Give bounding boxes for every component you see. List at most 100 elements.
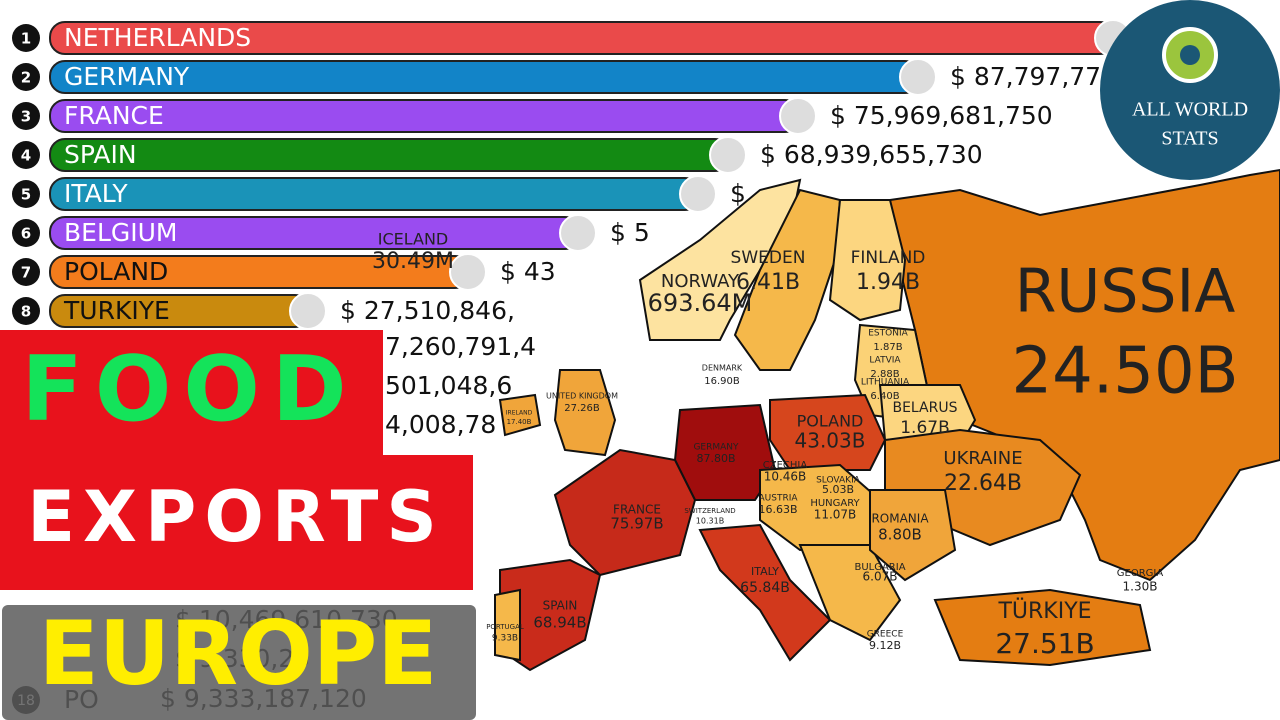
country-name: BELARUS <box>892 400 957 416</box>
bar-value: $ 75,969,681,750 <box>830 101 1053 130</box>
country-value: 43.03B <box>795 429 866 453</box>
romania <box>869 489 957 582</box>
country-name: GEORGIA <box>1117 568 1164 579</box>
country-name: DENMARK <box>702 364 743 373</box>
country-name: LITHUANIA <box>861 378 910 388</box>
country-name: FRANCE <box>613 503 661 517</box>
country-value: 8.80B <box>878 526 922 544</box>
country-value: 9.33B <box>492 634 518 644</box>
flag <box>779 97 817 135</box>
country-name: CZECHIA <box>763 460 808 471</box>
banner-food <box>0 330 383 455</box>
rank: 6 <box>21 225 31 243</box>
country-value: 9.12B <box>869 639 901 652</box>
country-name: LATVIA <box>869 356 901 366</box>
country-value: 75.97B <box>610 515 663 533</box>
portugal <box>494 588 521 662</box>
country-name: PORTUGAL <box>486 623 524 631</box>
logo-icon <box>1162 27 1218 83</box>
rank-badge <box>12 258 40 286</box>
country-value: 22.64B <box>944 471 1022 496</box>
rank: 3 <box>21 108 31 126</box>
country-value: 693.64M <box>648 289 753 317</box>
bar-name: BELGIUM <box>64 218 178 247</box>
country-name: TÜRKIYE <box>997 598 1091 624</box>
balkans <box>798 544 902 642</box>
country-value: 6.07B <box>863 570 898 584</box>
map <box>494 168 1280 672</box>
bar-name: FRANCE <box>64 101 164 130</box>
country-name: UNITED KINGDOM <box>546 392 618 401</box>
bar-value: 7,260,791,4 <box>385 332 536 361</box>
country-name: UKRAINE <box>943 448 1022 469</box>
country-name: AUSTRIA <box>758 494 798 504</box>
country-value: 27.51B <box>995 627 1094 660</box>
country-name: HUNGARY <box>810 498 860 509</box>
country-name: BULGARIA <box>854 562 905 573</box>
country-name: FINLAND <box>851 248 926 268</box>
country-value: 17.40B <box>507 418 532 426</box>
banner-exports <box>0 455 473 590</box>
bar-name: POLAND <box>64 257 168 286</box>
country-value: 11.07B <box>814 508 857 522</box>
bar-name: GERMANY <box>64 62 190 91</box>
rank: 4 <box>21 147 31 165</box>
sweden <box>733 188 842 371</box>
country-name: RUSSIA <box>1015 257 1236 327</box>
flag <box>289 292 327 330</box>
rank: 8 <box>21 303 31 321</box>
country-value: 27.26B <box>564 403 600 414</box>
rank-badge <box>12 141 40 169</box>
flag <box>679 175 717 213</box>
country-value: 1.94B <box>856 270 920 295</box>
banner-text: EXPORTS <box>27 476 445 558</box>
rank-badge <box>12 63 40 91</box>
country-value: 1.30B <box>1123 580 1158 594</box>
uk <box>553 369 617 457</box>
bar-value: $ 5 <box>610 218 650 247</box>
bar-value: $ 87,797,77 <box>950 62 1101 91</box>
country-value: 10.31B <box>696 517 724 526</box>
ireland <box>498 393 542 437</box>
flag <box>559 214 597 252</box>
italy <box>698 523 832 662</box>
country-name: POLAND <box>797 412 864 431</box>
country-value: 24.50B <box>1011 335 1238 409</box>
poland <box>769 393 887 471</box>
country-value: 16.90B <box>704 376 740 387</box>
bar-name: ITALY <box>64 179 128 208</box>
rank-badge <box>12 297 40 325</box>
flag <box>709 136 747 174</box>
bar-name: TURKIYE <box>63 296 170 325</box>
country-name: SWEDEN <box>731 248 806 268</box>
country-value: 6.41B <box>736 270 800 295</box>
country-value: 16.63B <box>758 503 797 516</box>
rank: 2 <box>21 69 31 87</box>
bar-value: 501,048,6 <box>385 371 512 400</box>
turkiye <box>933 588 1152 667</box>
country-value: 1.87B <box>873 342 902 353</box>
country-value: 30.49M <box>372 249 454 274</box>
bar <box>49 138 731 172</box>
country-name: ICELAND <box>378 230 449 249</box>
country-name: SPAIN <box>543 599 578 613</box>
country-name: GERMANY <box>693 443 739 453</box>
country-name: SWITZERLAND <box>684 507 735 515</box>
bar-name: NETHERLANDS <box>64 23 251 52</box>
bar-value: $ 68,939,655,730 <box>760 140 983 169</box>
rank: 5 <box>21 186 31 204</box>
rank-badge <box>12 219 40 247</box>
country-value: 5.03B <box>822 483 854 496</box>
logo <box>1100 0 1280 180</box>
country-name: ESTONIA <box>868 329 908 339</box>
flag <box>899 58 937 96</box>
banner-text: EUROPE <box>39 602 438 705</box>
country-value: 6.40B <box>870 391 899 402</box>
rank: 1 <box>21 30 31 48</box>
flag <box>449 253 487 291</box>
logo-text: ALL WORLD <box>1132 99 1248 121</box>
logo-text: STATS <box>1161 128 1218 150</box>
rank: 7 <box>21 264 31 282</box>
